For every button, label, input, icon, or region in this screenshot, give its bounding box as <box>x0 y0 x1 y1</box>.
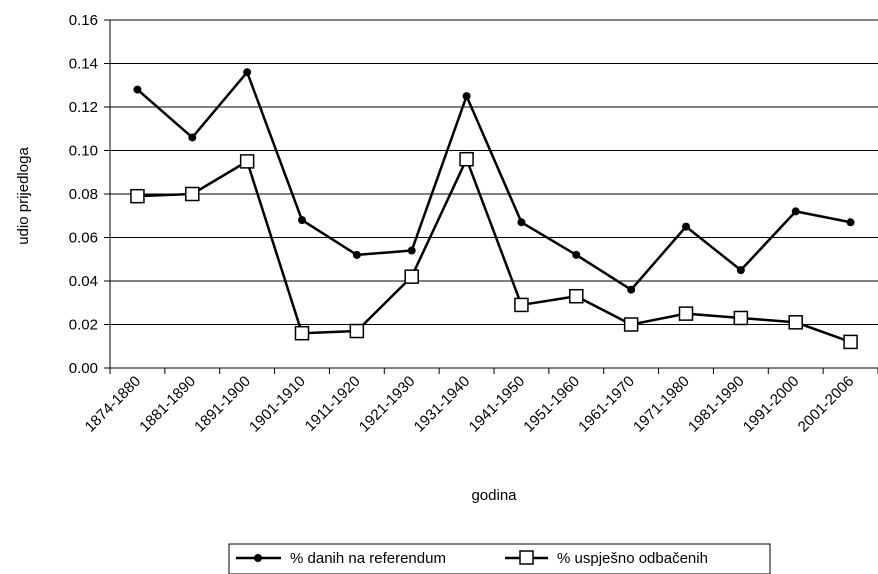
data-point <box>733 310 749 326</box>
legend-marker-series-1 <box>254 554 262 562</box>
data-point <box>133 85 142 94</box>
data-point <box>188 133 197 142</box>
series-line-2 <box>137 157 851 344</box>
legend-box <box>228 543 771 574</box>
legend-label-series-1: % danih na referendum <box>290 550 446 567</box>
data-point <box>627 285 636 294</box>
data-point <box>682 222 690 231</box>
x-tick-label: 1991-2000 <box>740 373 803 436</box>
y-tick-label: 0.04 <box>69 273 98 290</box>
x-tick-label: 1951-1960 <box>520 373 583 436</box>
y-tick-label: 0.16 <box>69 12 98 29</box>
data-point <box>623 317 639 332</box>
data-point <box>459 151 474 167</box>
x-tick-label: 1931-1940 <box>411 373 474 436</box>
y-tick-label: 0.06 <box>69 230 98 247</box>
data-point <box>678 306 694 321</box>
series-group <box>130 68 858 350</box>
x-tick-label: 1891-1900 <box>191 373 254 436</box>
data-point <box>791 207 800 216</box>
data-point <box>514 297 529 313</box>
data-point <box>846 218 855 227</box>
x-tick-label: 1911-1920 <box>302 373 364 435</box>
y-axis-title: udio prijedloga <box>15 147 32 245</box>
x-tick-label: 1981-1990 <box>685 373 748 436</box>
gridlines <box>110 19 878 325</box>
legend-marker-series-2 <box>519 550 534 565</box>
y-tick-label: 0.14 <box>69 56 98 73</box>
data-point <box>517 218 526 227</box>
data-point <box>352 250 361 259</box>
data-point <box>462 92 471 101</box>
x-tick-label: 1941-1950 <box>466 373 529 436</box>
data-point <box>349 323 365 339</box>
data-point <box>185 186 200 202</box>
x-tick-label: 2001-2006 <box>795 373 858 436</box>
x-tick-label: 1874-1880 <box>82 373 145 436</box>
x-tick-label: 1901-1910 <box>246 373 309 436</box>
data-point <box>407 246 416 255</box>
data-point <box>298 216 306 225</box>
x-tick-label: 1961-1970 <box>575 373 638 436</box>
x-tick-label: 1971-1980 <box>630 373 693 436</box>
data-point <box>788 315 803 330</box>
data-point <box>404 269 419 284</box>
y-tick-label: 0.12 <box>69 99 98 116</box>
data-point <box>294 325 310 341</box>
x-tick-label: 1921-1930 <box>356 373 419 436</box>
data-point <box>239 154 255 169</box>
data-point <box>572 250 581 259</box>
legend-label-series-2: % uspješno odbačenih <box>557 550 708 567</box>
data-point <box>569 288 584 304</box>
data-point <box>243 68 252 77</box>
x-tick-label: 1881-1890 <box>136 373 199 436</box>
y-tick-label: 0.10 <box>69 143 98 160</box>
data-point <box>736 266 745 275</box>
y-tick-label: 0.08 <box>69 186 98 203</box>
axes <box>104 19 878 374</box>
series-line-1 <box>136 70 851 291</box>
tick-labels: 0.00 0.02 0.04 0.06 0.08 0.10 0.12 0.14 0.16 1874… <box>69 12 858 436</box>
y-tick-label: 0.00 <box>69 360 98 377</box>
x-axis-title: godina <box>471 487 517 504</box>
legend: % danih na referendum % uspješno odbačen… <box>228 543 771 574</box>
y-tick-label: 0.02 <box>69 317 98 334</box>
data-point <box>130 188 145 204</box>
data-point <box>843 334 858 350</box>
